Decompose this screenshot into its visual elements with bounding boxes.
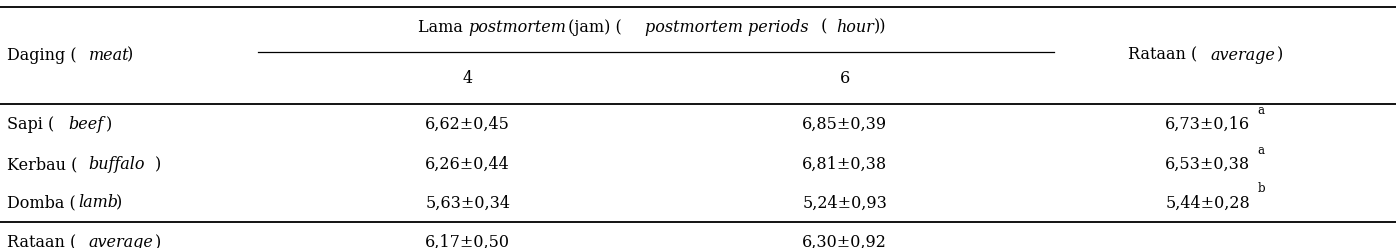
Text: a: a: [1258, 104, 1265, 117]
Text: hour: hour: [836, 19, 874, 36]
Text: postmortem: postmortem: [469, 19, 567, 36]
Text: 5,44±0,28: 5,44±0,28: [1166, 194, 1249, 212]
Text: Daging (: Daging (: [7, 47, 77, 64]
Text: average: average: [1210, 47, 1275, 64]
Text: ): ): [1276, 47, 1283, 64]
Text: 5,24±0,93: 5,24±0,93: [803, 194, 886, 212]
Text: Rataan (: Rataan (: [7, 234, 77, 248]
Text: b: b: [1258, 182, 1265, 195]
Text: ): ): [127, 47, 133, 64]
Text: ): ): [155, 156, 161, 173]
Text: 6: 6: [839, 70, 850, 87]
Text: 6,30±0,92: 6,30±0,92: [803, 234, 886, 248]
Text: ): ): [106, 116, 112, 133]
Text: 5,63±0,34: 5,63±0,34: [426, 194, 510, 212]
Text: Sapi (: Sapi (: [7, 116, 54, 133]
Text: meat: meat: [88, 47, 128, 64]
Text: Kerbau (: Kerbau (: [7, 156, 77, 173]
Text: 6,73±0,16: 6,73±0,16: [1166, 116, 1249, 133]
Text: ): ): [155, 234, 161, 248]
Text: Rataan (: Rataan (: [1128, 47, 1198, 64]
Text: lamb: lamb: [78, 194, 119, 212]
Text: 6,53±0,38: 6,53±0,38: [1166, 156, 1249, 173]
Text: a: a: [1258, 144, 1265, 157]
Text: 6,81±0,38: 6,81±0,38: [803, 156, 886, 173]
Text: 6,62±0,45: 6,62±0,45: [426, 116, 510, 133]
Text: buffalo: buffalo: [88, 156, 145, 173]
Text: beef: beef: [68, 116, 103, 133]
Text: 6,26±0,44: 6,26±0,44: [426, 156, 510, 173]
Text: ): ): [116, 194, 123, 212]
Text: (jam) (: (jam) (: [564, 19, 623, 36]
Text: Lama: Lama: [417, 19, 468, 36]
Text: average: average: [88, 234, 154, 248]
Text: 4: 4: [462, 70, 473, 87]
Text: Domba (: Domba (: [7, 194, 75, 212]
Text: )): )): [874, 19, 886, 36]
Text: postmortem periods: postmortem periods: [645, 19, 808, 36]
Text: (: (: [815, 19, 828, 36]
Text: 6,85±0,39: 6,85±0,39: [803, 116, 886, 133]
Text: 6,17±0,50: 6,17±0,50: [426, 234, 510, 248]
